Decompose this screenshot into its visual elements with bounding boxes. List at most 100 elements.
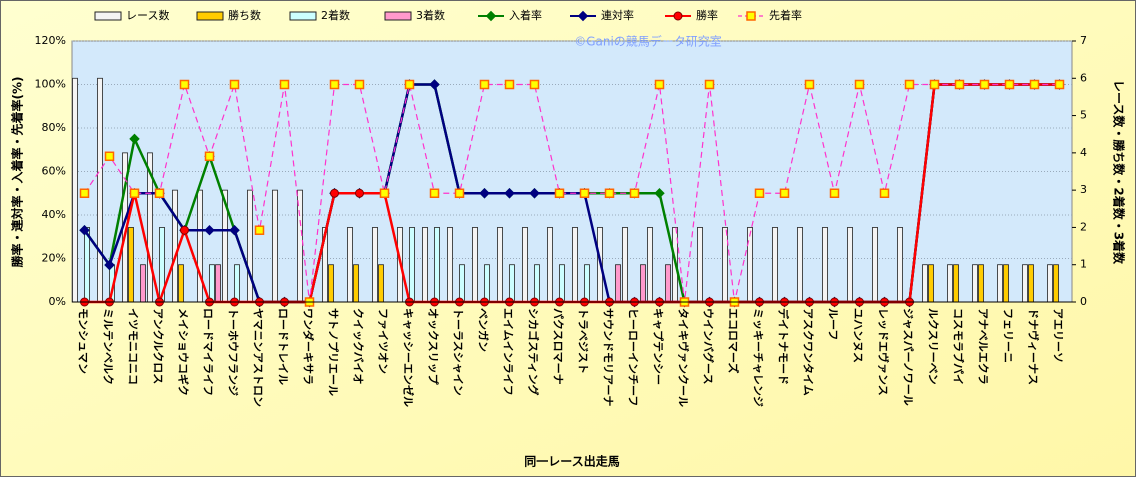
y-tick-label: 60% bbox=[42, 165, 66, 178]
y2-tick-label: 4 bbox=[1080, 146, 1087, 159]
bar bbox=[209, 264, 215, 303]
bar bbox=[572, 227, 578, 303]
x-tick-label: コスモラブパイ bbox=[952, 308, 966, 385]
x-tick-label: イツモニコニコ bbox=[127, 308, 140, 385]
marker bbox=[104, 259, 115, 271]
bar bbox=[772, 227, 778, 303]
marker bbox=[79, 188, 90, 198]
x-tick-label: ヒーローインチーフ bbox=[627, 308, 640, 406]
marker bbox=[629, 188, 640, 198]
marker bbox=[129, 133, 140, 145]
marker bbox=[79, 225, 90, 236]
bar bbox=[234, 264, 240, 303]
y2-tick-label: 5 bbox=[1080, 109, 1087, 122]
bar bbox=[128, 227, 134, 303]
x-tick-label: モンシュマン bbox=[77, 308, 90, 374]
marker bbox=[229, 225, 240, 236]
marker bbox=[554, 188, 565, 198]
marker bbox=[704, 79, 715, 90]
x-tick-label: キャッシーエンゼル bbox=[402, 308, 416, 407]
bar bbox=[97, 77, 103, 303]
marker bbox=[529, 188, 540, 199]
marker bbox=[529, 79, 540, 90]
marker bbox=[204, 225, 215, 236]
legend-swatch bbox=[384, 11, 412, 21]
marker bbox=[355, 188, 364, 198]
bar bbox=[215, 264, 221, 303]
x-tick-label: ワンダーキサラ bbox=[302, 308, 316, 385]
bar bbox=[472, 227, 478, 303]
x-tick-label: ユハンヌス bbox=[852, 308, 865, 363]
marker bbox=[204, 151, 215, 162]
marker bbox=[104, 151, 115, 162]
bar bbox=[378, 264, 384, 303]
x-tick-label: トラベジスト bbox=[577, 308, 590, 374]
bar bbox=[747, 227, 753, 303]
marker bbox=[479, 188, 490, 199]
bar bbox=[640, 264, 646, 303]
x-tick-label: ファイツオン bbox=[377, 308, 390, 374]
bar bbox=[697, 227, 703, 303]
marker bbox=[579, 188, 590, 198]
x-tick-label: アナベルエクラ bbox=[977, 308, 990, 385]
x-tick-label: クイックバイオ bbox=[352, 308, 365, 384]
marker bbox=[1004, 79, 1015, 90]
bar bbox=[353, 264, 359, 303]
y2-tick-label: 2 bbox=[1080, 220, 1087, 233]
marker bbox=[979, 79, 990, 90]
marker bbox=[954, 79, 965, 90]
bar bbox=[497, 227, 503, 303]
bar bbox=[647, 227, 653, 303]
marker bbox=[654, 79, 665, 90]
legend-label: 連対率 bbox=[601, 8, 634, 22]
bar bbox=[197, 189, 203, 303]
marker bbox=[854, 79, 865, 90]
bar bbox=[928, 264, 934, 303]
x-tick-label: ヤマニンアストロン bbox=[252, 308, 265, 407]
marker bbox=[1054, 79, 1065, 90]
bar bbox=[297, 189, 303, 303]
legend-label: 勝率 bbox=[696, 8, 718, 22]
marker bbox=[279, 79, 290, 90]
x-tick-label: エコロマーズ bbox=[727, 308, 741, 373]
legend-marker bbox=[673, 11, 683, 21]
x-tick-label: トーラスシャイン bbox=[452, 308, 465, 396]
y-tick-label: 80% bbox=[42, 121, 66, 134]
bar bbox=[447, 227, 453, 303]
x-tick-label: サトノプリエール bbox=[327, 308, 341, 396]
marker bbox=[829, 188, 840, 198]
legend-label: 勝ち数 bbox=[228, 8, 261, 22]
x-tick-label: ミッキーチャレンジ bbox=[752, 308, 765, 407]
y-tick-label: 20% bbox=[42, 252, 66, 265]
x-tick-label: ロードトレイル bbox=[277, 308, 290, 385]
marker bbox=[754, 188, 765, 198]
bar bbox=[797, 227, 803, 303]
bar bbox=[434, 227, 440, 303]
bar bbox=[947, 264, 953, 303]
marker bbox=[804, 79, 815, 90]
legend-marker bbox=[485, 10, 497, 22]
marker bbox=[379, 188, 390, 198]
bar bbox=[178, 264, 184, 303]
x-tick-label: アンクルクロス bbox=[152, 308, 165, 384]
x-tick-label: レッドエヴァンス bbox=[877, 308, 891, 396]
y-axis-title: 勝率・連対率・入着率・先着率(%) bbox=[10, 77, 25, 268]
bar bbox=[72, 77, 78, 303]
marker bbox=[254, 225, 265, 235]
marker bbox=[354, 79, 365, 90]
bar bbox=[372, 227, 378, 303]
bar bbox=[1022, 264, 1028, 303]
bar bbox=[978, 264, 984, 303]
bar bbox=[484, 264, 490, 303]
y-tick-label: 40% bbox=[42, 208, 66, 221]
bar bbox=[922, 264, 928, 303]
x-tick-label: シカゴスティング bbox=[527, 308, 541, 396]
x-tick-label: キャプテンシー bbox=[652, 308, 666, 385]
marker bbox=[779, 188, 790, 198]
bar bbox=[722, 227, 728, 303]
bar bbox=[422, 227, 428, 303]
bar bbox=[172, 189, 178, 303]
bar bbox=[872, 227, 878, 303]
x-tick-label: ウインバグース bbox=[702, 308, 716, 384]
